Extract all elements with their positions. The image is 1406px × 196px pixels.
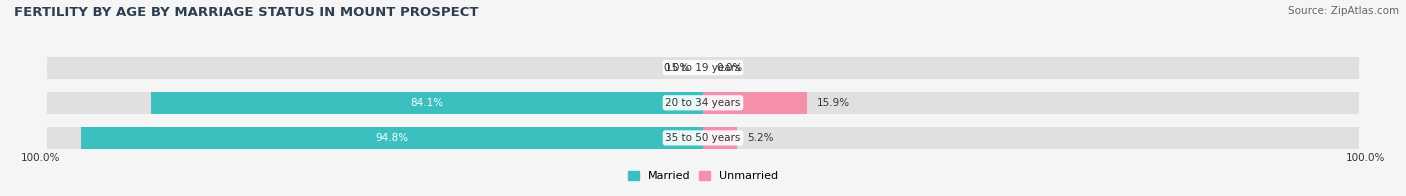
Text: 15.9%: 15.9% — [817, 98, 851, 108]
Bar — [46, 127, 1360, 149]
Bar — [82, 127, 703, 149]
Text: 20 to 34 years: 20 to 34 years — [665, 98, 741, 108]
Text: 100.0%: 100.0% — [1346, 153, 1385, 163]
Text: 5.2%: 5.2% — [747, 133, 773, 143]
Text: 0.0%: 0.0% — [664, 63, 690, 73]
Text: 35 to 50 years: 35 to 50 years — [665, 133, 741, 143]
Text: 15 to 19 years: 15 to 19 years — [665, 63, 741, 73]
Bar — [46, 92, 1360, 114]
Bar — [152, 92, 703, 114]
Text: Source: ZipAtlas.com: Source: ZipAtlas.com — [1288, 6, 1399, 16]
Bar — [703, 127, 737, 149]
Text: FERTILITY BY AGE BY MARRIAGE STATUS IN MOUNT PROSPECT: FERTILITY BY AGE BY MARRIAGE STATUS IN M… — [14, 6, 478, 19]
Legend: Married, Unmarried: Married, Unmarried — [627, 171, 779, 181]
Text: 100.0%: 100.0% — [21, 153, 60, 163]
Bar — [703, 92, 807, 114]
Text: 84.1%: 84.1% — [411, 98, 444, 108]
Text: 94.8%: 94.8% — [375, 133, 409, 143]
Text: 0.0%: 0.0% — [716, 63, 742, 73]
Bar — [46, 57, 1360, 79]
